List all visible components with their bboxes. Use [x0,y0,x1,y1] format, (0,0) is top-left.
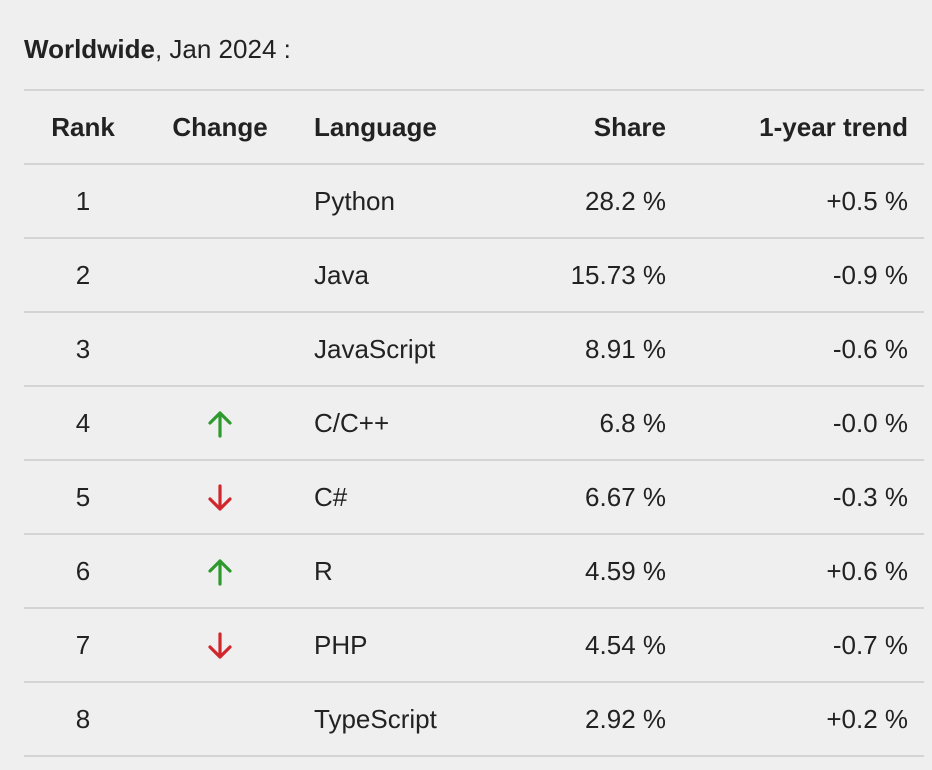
table-row: 1 Python 28.2 % +0.5 % [24,164,924,238]
rank-cell: 3 [75,333,91,364]
change-cell [142,164,298,238]
table-header-row: Rank Change Language Share 1-year trend [24,90,924,164]
period-label: , Jan 2024 : [154,34,291,64]
column-header-trend: 1-year trend [759,111,908,142]
language-cell: PHP [314,629,368,660]
rank-cell: 5 [75,481,91,512]
change-cell [142,460,298,534]
trend-cell: -0.6 % [832,333,908,364]
arrow-down-icon [207,482,233,514]
trend-cell: +0.5 % [826,185,908,216]
share-cell: 4.59 % [585,555,666,586]
share-cell: 28.2 % [585,185,666,216]
table-row: 4 C/C++ 6.8 % -0.0 % [24,386,924,460]
trend-cell: -0.7 % [832,629,908,660]
share-cell: 2.92 % [585,703,666,734]
change-cell [142,608,298,682]
rank-cell: 2 [75,259,91,290]
share-cell: 6.8 % [599,407,667,438]
rank-cell: 6 [75,555,91,586]
share-cell: 15.73 % [570,259,666,290]
language-cell: R [314,555,333,586]
language-cell: Java [314,259,369,290]
page-title: Worldwide, Jan 2024 : [24,33,291,65]
share-cell: 8.91 % [585,333,666,364]
change-cell [142,534,298,608]
change-cell [142,312,298,386]
table-row: 3 JavaScript 8.91 % -0.6 % [24,312,924,386]
language-cell: TypeScript [314,703,437,734]
arrow-down-icon [207,630,233,662]
rank-cell: 8 [75,703,91,734]
column-header-rank: Rank [51,111,115,142]
change-cell [142,238,298,312]
rank-cell: 4 [75,407,91,438]
share-cell: 4.54 % [585,629,666,660]
share-cell: 6.67 % [585,481,666,512]
trend-cell: -0.0 % [832,407,908,438]
trend-cell: -0.9 % [832,259,908,290]
language-cell: Python [314,185,395,216]
rank-cell: 7 [75,629,91,660]
table-row: 7 PHP 4.54 % -0.7 % [24,608,924,682]
rank-cell: 1 [75,185,91,216]
column-header-language: Language [314,111,437,142]
column-header-change: Change [172,111,268,142]
change-cell [142,682,298,756]
language-cell: C# [314,481,348,512]
table-row: 5 C# 6.67 % -0.3 % [24,460,924,534]
change-cell [142,386,298,460]
table-body: 1 Python 28.2 % +0.5 % 2 Java 15.73 % -0.9 % 3 Ja… [24,164,924,756]
trend-cell: +0.6 % [826,555,908,586]
table-row: 6 R 4.59 % +0.6 % [24,534,924,608]
language-cell: JavaScript [314,333,436,364]
trend-cell: -0.3 % [832,481,908,512]
table-row: 8 TypeScript 2.92 % +0.2 % [24,682,924,756]
arrow-up-icon [207,408,233,440]
trend-cell: +0.2 % [826,703,908,734]
ranking-table: Rank Change Language Share 1-year trend … [24,89,924,757]
column-header-share: Share [593,111,666,142]
region-label: Worldwide [24,34,155,64]
arrow-up-icon [207,556,233,588]
table-row: 2 Java 15.73 % -0.9 % [24,238,924,312]
language-cell: C/C++ [314,407,390,438]
